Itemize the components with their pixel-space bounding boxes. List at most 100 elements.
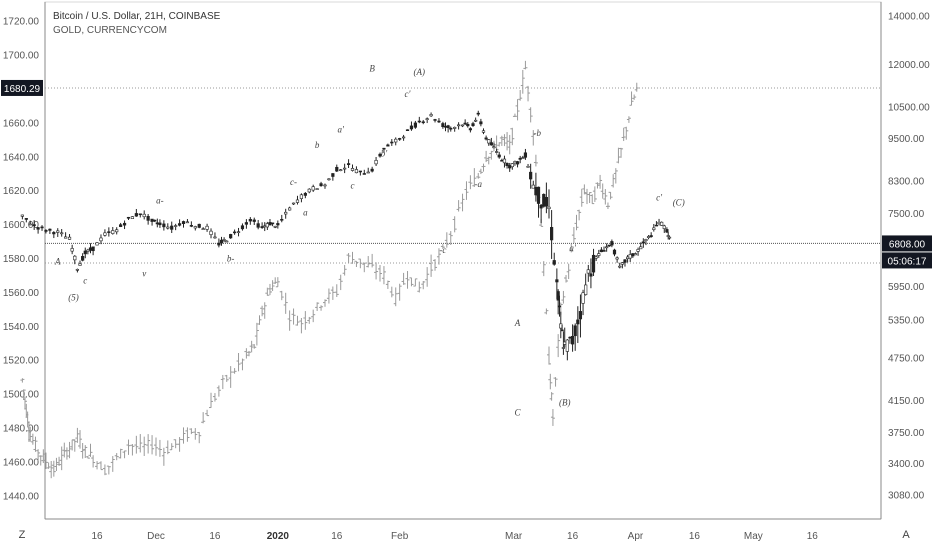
left-tick-label: 1520.00	[3, 356, 40, 367]
bitcoin-candle-body	[122, 222, 127, 226]
bitcoin-candle-body	[244, 222, 248, 225]
bitcoin-candle-body	[103, 232, 107, 236]
bitcoin-candle-body	[185, 221, 190, 224]
bitcoin-candle-body	[119, 224, 123, 227]
left-tick-label: 1440.00	[3, 491, 40, 502]
bitcoin-candle-body	[481, 130, 486, 133]
wave-label: A	[514, 318, 521, 328]
bitcoin-candle-body	[552, 260, 556, 265]
bitcoin-candle-body	[193, 226, 197, 229]
bitcoin-candle-body	[594, 256, 598, 259]
bitcoin-candle-body	[453, 126, 457, 129]
wave-label: c-	[290, 177, 297, 187]
left-tick-label: 1540.00	[3, 322, 40, 333]
bitcoin-candle-body	[518, 157, 522, 160]
wave-label: (A)	[414, 67, 426, 77]
bitcoin-candle-body	[529, 171, 533, 180]
right-tick-label: 7500.00	[888, 209, 925, 220]
bitcoin-candle-body	[91, 246, 95, 252]
bitcoin-candle-body	[578, 311, 583, 320]
bitcoin-candle-body	[378, 153, 382, 157]
bitcoin-candle-body	[362, 173, 366, 175]
bitcoin-candle-body	[649, 235, 653, 238]
bitcoin-candle-body	[189, 225, 193, 227]
wave-label: v	[142, 269, 146, 279]
bitcoin-candle-body	[401, 136, 406, 139]
bitcoin-candle-body	[233, 231, 237, 234]
bitcoin-candle-body	[505, 162, 509, 166]
bitcoin-candle-body	[213, 236, 217, 239]
left-tick-label: 1700.00	[3, 51, 40, 62]
bitcoin-candle-body	[303, 192, 307, 196]
bitcoin-candle-body	[500, 159, 504, 162]
bitcoin-candle-body	[225, 240, 229, 243]
left-tick-label: 1500.00	[3, 390, 40, 401]
bitcoin-candle-body	[560, 329, 564, 332]
bitcoin-candle-body	[474, 119, 478, 122]
bitcoin-candle-body	[260, 226, 264, 229]
bitcoin-candle-body	[88, 247, 93, 251]
timezone-settings-button[interactable]: Z	[18, 529, 26, 541]
right-tick-label: 3750.00	[888, 428, 925, 439]
time-tick-label: 16	[331, 531, 343, 542]
bitcoin-candle-body	[510, 163, 514, 168]
wave-label: (5)	[68, 292, 79, 302]
bitcoin-candle-body	[240, 225, 245, 230]
bitcoin-candle-body	[536, 186, 541, 204]
bitcoin-candle-body	[291, 202, 296, 205]
bitcoin-candle-body	[177, 223, 182, 226]
wave-label: -b	[533, 128, 541, 138]
bitcoin-candle-body	[142, 213, 146, 218]
bitcoin-candle-body	[652, 227, 656, 230]
bitcoin-candle-body	[311, 186, 315, 191]
bitcoin-candle-body	[487, 139, 491, 144]
wave-label: c'	[656, 192, 663, 202]
plot-area	[44, 1, 882, 520]
bitcoin-candle-body	[354, 169, 359, 174]
bitcoin-candle-body	[610, 241, 614, 246]
bitcoin-candle-body	[134, 213, 138, 217]
auto-scale-button[interactable]: A	[902, 529, 910, 541]
bitcoin-candle-body	[660, 221, 664, 226]
wave-label: b'	[381, 148, 389, 158]
legend-primary-symbol[interactable]: Bitcoin / U.S. Dollar, 21H, COINBASE	[53, 11, 221, 22]
bitcoin-candle-body	[197, 223, 201, 228]
right-tick-label: 10500.00	[888, 102, 930, 113]
bitcoin-candle-body	[602, 250, 606, 252]
time-tick-label: 16	[209, 531, 221, 542]
bitcoin-candle-body	[581, 292, 585, 304]
bitcoin-candle-body	[398, 138, 402, 140]
bitcoin-candle-body	[331, 173, 335, 177]
bitcoin-candle-body	[563, 341, 567, 345]
legend-secondary-symbol[interactable]: GOLD, CURRENCYCOM	[53, 25, 167, 36]
bitcoin-candle-body	[628, 254, 632, 259]
bitcoin-candle-body	[219, 239, 224, 244]
wave-label: a'	[337, 125, 345, 135]
bitcoin-candle-body	[494, 151, 499, 153]
bitcoin-candle-body	[83, 250, 87, 255]
wave-label: B	[369, 63, 375, 73]
bitcoin-candle-body	[492, 146, 496, 149]
bitcoin-candle-body	[130, 216, 135, 220]
bitcoin-candle-body	[471, 123, 475, 126]
bitcoin-candle-body	[565, 339, 569, 352]
bitcoin-candle-body	[544, 196, 548, 207]
bitcoin-candle-body	[138, 213, 142, 216]
chart-legend: Bitcoin / U.S. Dollar, 21H, COINBASE GOL…	[53, 10, 220, 38]
right-tick-label: 5350.00	[888, 316, 925, 327]
bitcoin-candle-body	[170, 225, 174, 230]
bitcoin-candle-body	[222, 239, 226, 241]
time-tick-label: 2020	[267, 531, 290, 542]
wave-label: a-	[156, 196, 164, 206]
time-tick-label: Dec	[147, 531, 165, 542]
bitcoin-candle-body	[307, 188, 311, 193]
bitcoin-candle-body	[86, 249, 90, 252]
bitcoin-candle-body	[599, 249, 603, 253]
time-tick-label: 16	[807, 531, 819, 542]
right-tick-label: 4750.00	[888, 353, 925, 364]
bitcoin-candle-body	[60, 232, 64, 235]
bitcoin-candle-body	[268, 222, 272, 226]
time-tick-label: 16	[91, 531, 103, 542]
bitcoin-candle-body	[276, 223, 280, 226]
